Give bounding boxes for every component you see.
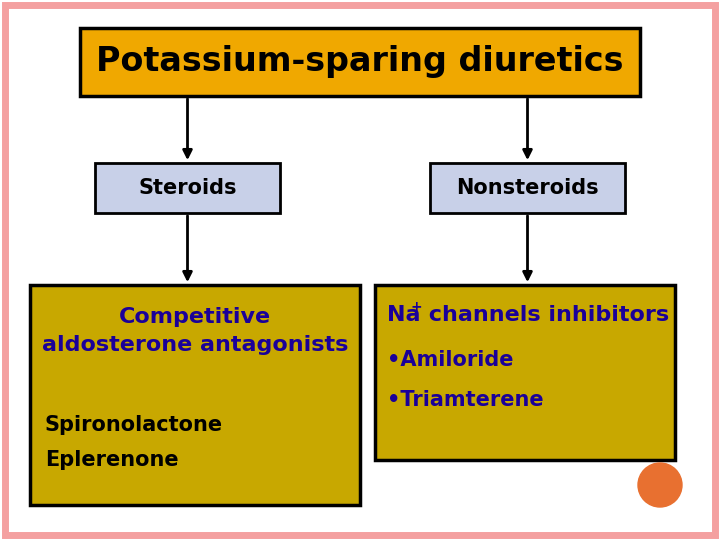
- Text: Eplerenone: Eplerenone: [45, 450, 179, 470]
- FancyBboxPatch shape: [430, 163, 625, 213]
- Circle shape: [638, 463, 682, 507]
- FancyBboxPatch shape: [95, 163, 280, 213]
- Text: Nonsteroids: Nonsteroids: [456, 178, 599, 198]
- Text: channels inhibitors: channels inhibitors: [421, 305, 669, 325]
- Text: •Triamterene: •Triamterene: [387, 390, 544, 410]
- FancyBboxPatch shape: [30, 285, 360, 505]
- Text: •Amiloride: •Amiloride: [387, 350, 513, 370]
- Text: aldosterone antagonists: aldosterone antagonists: [42, 335, 348, 355]
- FancyBboxPatch shape: [375, 285, 675, 460]
- Text: Competitive: Competitive: [119, 307, 271, 327]
- Text: Na: Na: [387, 305, 420, 325]
- Text: Potassium-sparing diuretics: Potassium-sparing diuretics: [96, 45, 624, 78]
- Text: Spironolactone: Spironolactone: [45, 415, 223, 435]
- Text: Steroids: Steroids: [138, 178, 237, 198]
- FancyBboxPatch shape: [80, 28, 640, 96]
- Text: +: +: [411, 300, 423, 314]
